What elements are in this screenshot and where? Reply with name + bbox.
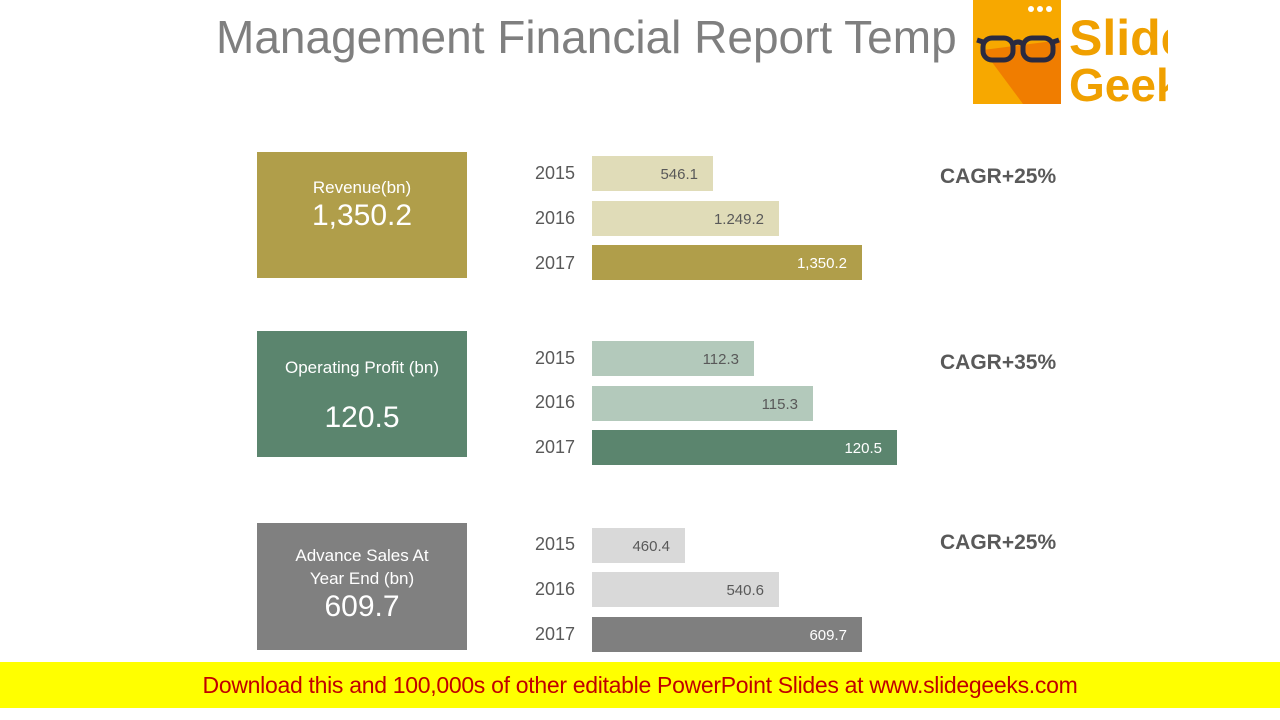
download-banner[interactable]: Download this and 100,000s of other edit… (0, 662, 1280, 708)
year-label: 2015 (535, 348, 576, 368)
svg-text:Geeks: Geeks (1069, 59, 1168, 104)
bar-sales-2017: 609.7 (592, 617, 862, 652)
cagr-annotation: CAGR+25% (940, 531, 1057, 554)
summary-value: 609.7 (324, 590, 400, 623)
bar-revenue-2017: 1,350.2 (592, 245, 862, 280)
advance-sales-summary-box: Advance Sales At Year End (bn) 609.7 (257, 523, 467, 650)
bar-sales-2015: 460.4 (592, 528, 685, 563)
revenue-summary-box: Revenue(bn) 1,350.2 (257, 152, 467, 278)
year-label: 2015 (535, 163, 576, 183)
bar-sales-2016: 540.6 (592, 572, 779, 607)
operating-profit-summary-box: Operating Profit (bn) 120.5 (257, 331, 467, 457)
slide-title: Management Financial Report Temp (216, 11, 957, 63)
summary-label: Advance Sales At (295, 546, 429, 565)
glasses-icon (976, 35, 1060, 63)
summary-value: 120.5 (324, 401, 400, 434)
year-label: 2016 (535, 208, 576, 228)
year-label: 2017 (535, 624, 576, 644)
year-label: 2016 (535, 579, 576, 599)
slidegeeks-logo: Slide Geeks (973, 0, 1168, 104)
bar-revenue-2015: 546.1 (592, 156, 713, 191)
year-label: 2015 (535, 534, 576, 554)
summary-value: 1,350.2 (311, 199, 413, 232)
cagr-annotation: CAGR+25% (940, 165, 1057, 188)
cagr-annotation: CAGR+35% (940, 351, 1057, 374)
year-label: 2017 (535, 253, 576, 273)
svg-text:Slide: Slide (1069, 10, 1168, 66)
bar-revenue-2016: 1.249.2 (592, 201, 779, 236)
bar-profit-2015: 112.3 (592, 341, 754, 376)
year-label: 2017 (535, 437, 576, 457)
summary-label: Revenue(bn) (312, 178, 412, 197)
summary-label: Year End (bn) (309, 569, 415, 588)
summary-label: Operating Profit (bn) (284, 358, 439, 377)
bar-profit-2016: 115.3 (592, 386, 813, 421)
bar-profit-2017: 120.5 (592, 430, 897, 465)
year-label: 2016 (535, 392, 576, 412)
